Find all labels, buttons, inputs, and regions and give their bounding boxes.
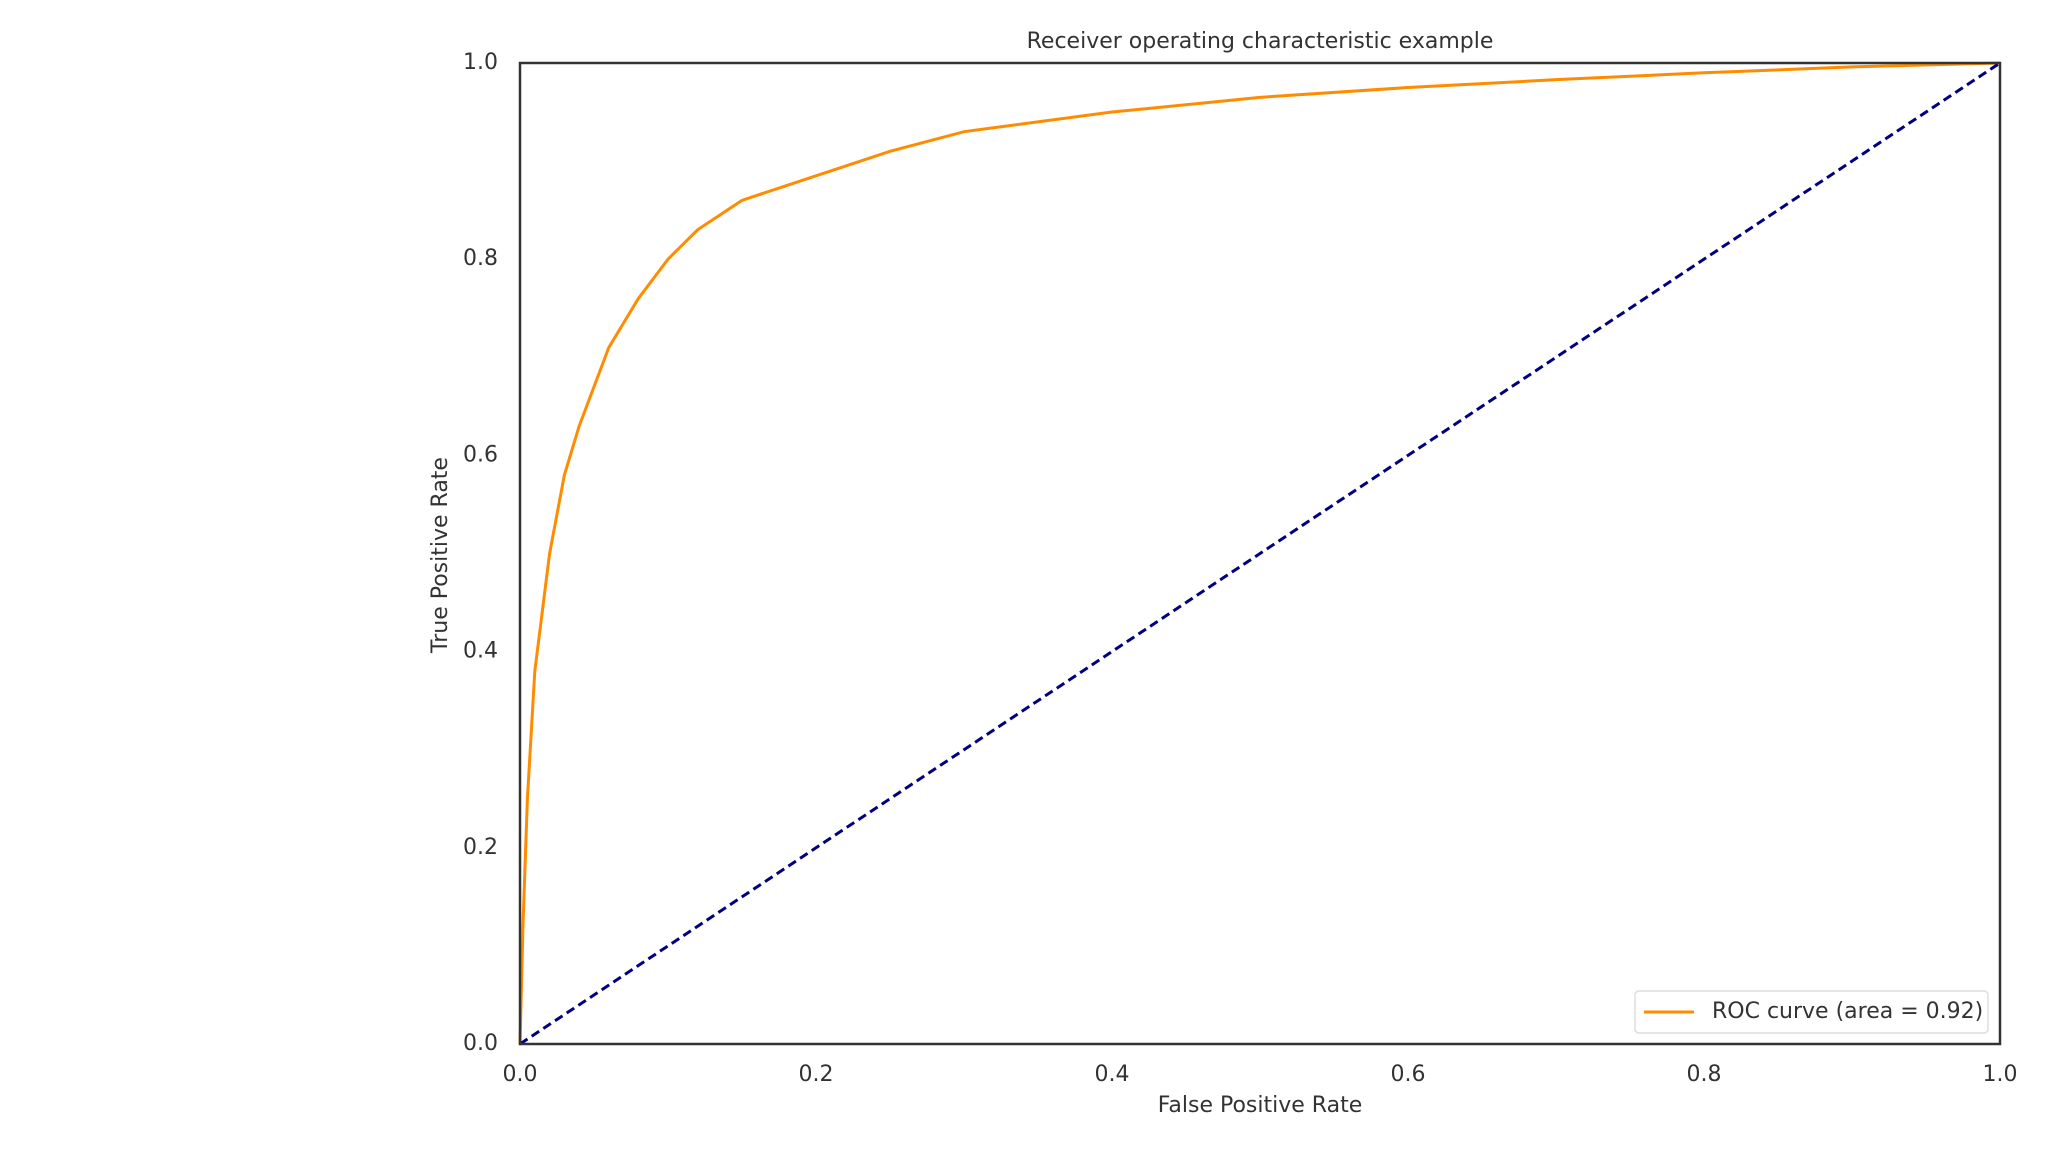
plot-frame: [518, 61, 2002, 1046]
line-series: [519, 61, 2001, 1046]
legend: ROC curve (area = 0.92): [1634, 990, 1989, 1034]
x-tick-label: 1.0: [1983, 1062, 2018, 1087]
y-tick-label: 1.0: [463, 50, 498, 75]
y-axis-label: True Positive Rate: [428, 457, 453, 654]
x-tick-label: 0.8: [1687, 1062, 1722, 1087]
x-tick-label: 0.4: [1095, 1062, 1130, 1087]
legend-label: ROC curve (area = 0.92): [1712, 999, 1983, 1024]
x-tick-label: 0.0: [503, 1062, 538, 1087]
y-tick-label: 0.4: [463, 639, 498, 664]
y-tick-label: 0.0: [463, 1031, 498, 1056]
y-tick-label: 0.2: [463, 835, 498, 860]
y-tick-label: 0.8: [463, 246, 498, 271]
line-series: [518, 61, 2001, 1045]
y-tick-label: 0.6: [463, 442, 498, 467]
x-axis-label: False Positive Rate: [1158, 1093, 1362, 1118]
chart-title: Receiver operating characteristic exampl…: [1027, 29, 1494, 54]
x-tick-label: 0.6: [1391, 1062, 1426, 1087]
x-tick-label: 0.2: [799, 1062, 834, 1087]
legend-box: [1634, 990, 1989, 1034]
